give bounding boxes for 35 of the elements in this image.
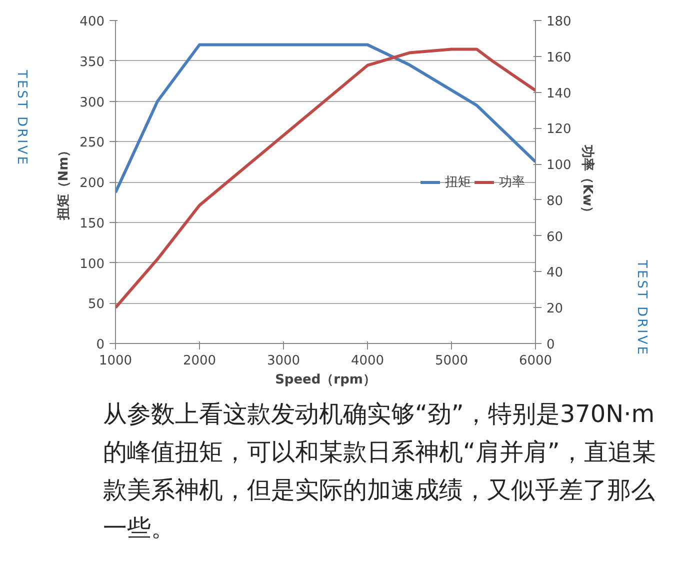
x-tick-label: 2000 [182, 354, 216, 368]
text: TEST DRIVE [633, 260, 650, 356]
x-tick-label: 6000 [518, 354, 552, 368]
y-axis-title: 扭矩（Nm） [56, 144, 72, 222]
y-tick-label: 200 [80, 176, 105, 191]
y2-tick-label: 120 [546, 122, 572, 138]
x-tick-label: 4000 [350, 354, 384, 368]
legend-label: 扭矩 [445, 174, 471, 190]
y2-tick-label: 160 [546, 50, 572, 66]
y-tick-label: 400 [80, 14, 105, 30]
y2-tick-label: 20 [546, 302, 564, 317]
text: TEST DRIVE [13, 70, 30, 166]
line-series [116, 43, 536, 194]
x-axis-title: Speed（rpm） [275, 372, 376, 388]
x-tick-label: 5000 [434, 354, 468, 368]
y-tick-label: 100 [80, 256, 105, 272]
x-tick-label: 1000 [98, 354, 132, 368]
y-tick-label: 300 [80, 95, 105, 110]
y2-tick-label: 100 [546, 158, 572, 174]
y-tick-label: 0 [96, 338, 105, 352]
legend-label: 功率 [499, 174, 525, 190]
y2-axis-title: 功率（Kw） [579, 144, 596, 220]
y-tick-label: 50 [88, 297, 105, 312]
x-tick-label: 3000 [266, 354, 300, 368]
y2-tick-label: 80 [546, 194, 564, 209]
y2-tick-label: 40 [546, 266, 564, 281]
y2-tick-label: 140 [546, 86, 572, 102]
y-tick-label: 350 [80, 54, 105, 70]
y2-tick-label: 60 [546, 230, 564, 245]
line-series [116, 48, 536, 310]
y2-tick-label: 180 [546, 14, 572, 30]
y2-tick-label: 0 [546, 338, 555, 352]
y-tick-label: 250 [80, 136, 105, 151]
y-tick-label: 150 [80, 216, 105, 232]
text: 从参数上看这款发动机确实够“劲”，特别是370N·m的峰值扭矩，可以和某款日系神机“肩并肩”，直追某款美系神机，但是实际的加速成绩，又似乎差了那么一些。 [103, 399, 657, 544]
